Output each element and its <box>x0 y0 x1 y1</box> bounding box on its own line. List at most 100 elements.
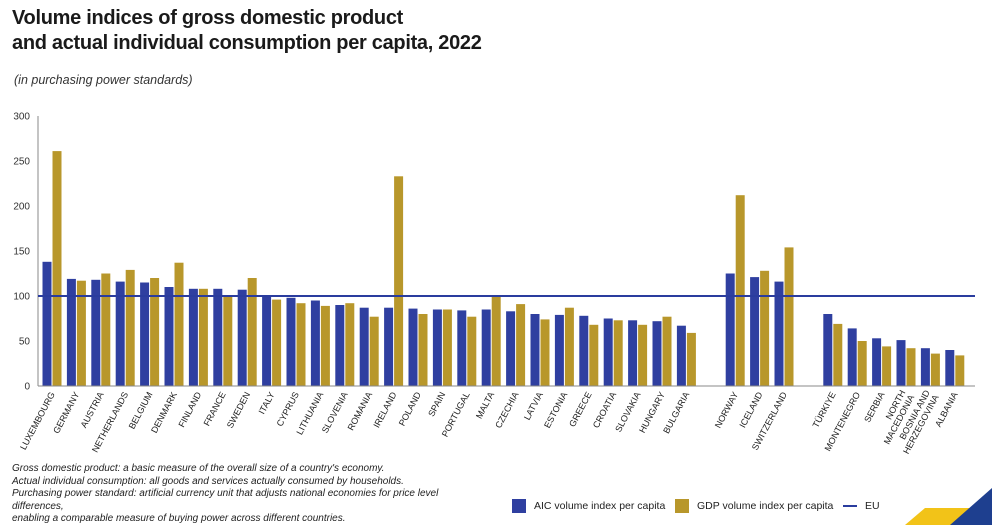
bar-gdp <box>564 307 574 386</box>
x-tick-label: CROATIA <box>591 390 618 429</box>
x-tick-label: LATVIA <box>522 390 545 422</box>
bar-aic <box>603 318 613 386</box>
bar-aic <box>384 307 394 386</box>
x-tick-label: SWEDEN <box>225 390 252 430</box>
bar-gdp <box>125 269 135 386</box>
x-tick-label: FINLAND <box>176 390 203 429</box>
bar-aic <box>823 314 833 386</box>
bar-aic <box>408 308 418 386</box>
bar-gdp <box>174 262 184 386</box>
x-tick-label: POLAND <box>397 390 423 428</box>
bar-gdp <box>882 346 892 386</box>
bar-gdp <box>491 295 501 386</box>
bar-gdp <box>540 319 550 386</box>
bar-aic <box>91 279 101 386</box>
bar-aic <box>676 325 686 386</box>
bar-gdp <box>662 316 672 386</box>
x-tick-label: ROMANIA <box>346 390 375 432</box>
bar-aic <box>652 321 662 386</box>
bar-gdp <box>784 247 794 386</box>
legend-item-gdp: GDP volume index per capita <box>675 496 833 516</box>
bar-gdp <box>394 176 404 386</box>
bar-aic <box>188 288 198 386</box>
bar-aic <box>750 277 760 386</box>
chart-title-line-2: and actual individual consumption per ca… <box>12 32 482 54</box>
bar-gdp <box>247 278 257 386</box>
bar-gdp <box>320 305 330 386</box>
x-tick-label: ITALY <box>257 390 277 416</box>
bar-aic <box>774 281 784 386</box>
x-tick-label: CZECHIA <box>493 390 520 430</box>
bar-aic <box>432 309 442 386</box>
y-tick-label: 0 <box>24 382 30 393</box>
bar-gdp <box>760 270 770 386</box>
note-pps-1: Purchasing power standard: artificial cu… <box>12 488 439 512</box>
bar-gdp <box>735 195 745 386</box>
y-tick-label: 100 <box>13 292 30 303</box>
x-tick-label: BELGIUM <box>127 390 155 430</box>
bar-aic <box>262 296 272 386</box>
bar-gdp <box>345 303 355 386</box>
bar-aic <box>554 314 564 386</box>
y-tick-label: 150 <box>13 247 30 258</box>
bar-aic <box>530 314 540 386</box>
note-pps-2: enabling a comparable measure of buying … <box>12 513 346 524</box>
chart-title: Volume indices of gross domestic product… <box>12 6 482 56</box>
note-gdp: Gross domestic product: a basic measure … <box>12 463 385 474</box>
bar-gdp <box>955 355 965 386</box>
bar-aic <box>920 348 930 386</box>
x-tick-label: AUSTRIA <box>79 390 106 429</box>
bar-aic <box>359 307 369 386</box>
bar-aic <box>213 288 223 386</box>
bar-gdp <box>442 309 452 386</box>
bar-gdp <box>198 288 208 386</box>
legend-swatch-gdp <box>675 499 689 513</box>
bar-aic <box>481 309 491 386</box>
bar-aic <box>457 310 467 386</box>
bar-aic <box>335 305 345 386</box>
y-tick-label: 250 <box>13 157 30 168</box>
bar-aic <box>945 350 955 386</box>
bar-aic <box>847 328 857 386</box>
bar-gdp <box>930 353 940 386</box>
legend-label-eu: EU <box>865 500 880 512</box>
legend-item-eu: EU <box>843 496 880 516</box>
legend-label-gdp: GDP volume index per capita <box>697 500 834 512</box>
x-tick-label: SERBIA <box>862 390 886 424</box>
x-tick-label: ICELAND <box>737 390 764 430</box>
bar-gdp <box>516 304 526 386</box>
bar-aic <box>579 315 589 386</box>
chart-notes: Gross domestic product: a basic measure … <box>12 463 482 526</box>
x-tick-label: TÜRKIYE <box>811 390 838 429</box>
bar-aic <box>286 297 296 386</box>
bar-aic <box>42 261 52 386</box>
x-tick-label: ESTONIA <box>542 390 569 429</box>
bar-aic <box>725 273 735 386</box>
bar-gdp <box>686 332 696 386</box>
bar-gdp <box>833 323 843 386</box>
y-tick-label: 50 <box>19 337 31 348</box>
bar-gdp <box>589 324 599 386</box>
bar-aic <box>628 320 638 386</box>
bar-gdp <box>101 273 111 386</box>
x-tick-label: FRANCE <box>202 390 228 427</box>
bar-aic <box>872 338 882 386</box>
y-tick-label: 200 <box>13 202 30 213</box>
legend-item-aic: AIC volume index per capita <box>512 496 665 516</box>
chart-subtitle: (in purchasing power standards) <box>14 73 193 87</box>
bar-gdp <box>906 348 916 386</box>
x-tick-label: IRELAND <box>371 390 398 430</box>
x-tick-label: SPAIN <box>426 390 447 418</box>
legend-swatch-eu <box>843 505 857 507</box>
bar-aic <box>164 287 174 386</box>
bar-aic <box>140 282 150 386</box>
chart-title-line-1: Volume indices of gross domestic product <box>12 7 404 29</box>
bar-aic <box>506 311 516 386</box>
bar-aic <box>115 281 125 386</box>
y-tick-label: 300 <box>13 112 30 123</box>
bar-gdp <box>52 151 62 386</box>
bar-gdp <box>467 316 477 386</box>
x-tick-label: MALTA <box>474 390 496 420</box>
bar-aic <box>310 300 320 386</box>
